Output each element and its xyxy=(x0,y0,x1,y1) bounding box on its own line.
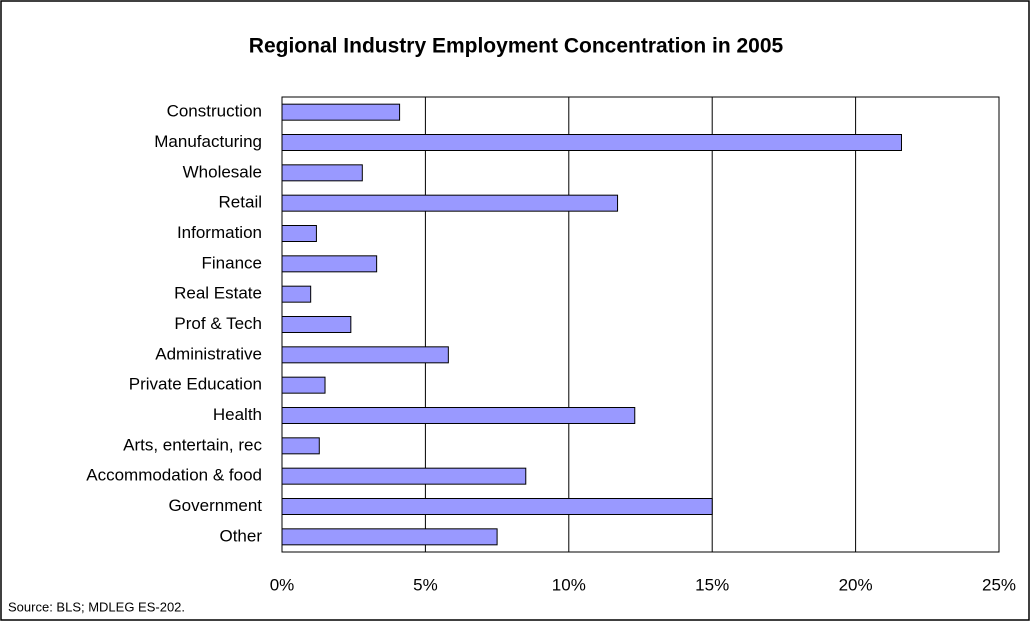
bar xyxy=(281,285,312,303)
bar xyxy=(281,134,902,151)
y-tick-label: Other xyxy=(219,526,262,545)
y-tick-label: Prof & Tech xyxy=(174,314,262,333)
bar xyxy=(281,437,320,455)
x-tick-label: 0% xyxy=(270,575,295,594)
x-tick-label: 10% xyxy=(552,575,586,594)
chart-title: Regional Industry Employment Concentrati… xyxy=(249,35,784,58)
bar xyxy=(281,467,527,485)
x-tick-label: 20% xyxy=(839,575,873,594)
plot-area: 0% 5% 10% 15% 20% 25% Construction Manufacturin… xyxy=(86,96,1016,594)
x-tick-label: 25% xyxy=(982,575,1016,594)
y-tick-label: Finance xyxy=(202,253,262,272)
y-tick-label: Real Estate xyxy=(174,284,262,303)
bar xyxy=(281,316,352,333)
y-tick-label: Administrative xyxy=(155,344,262,363)
y-tick-label: Construction xyxy=(167,102,262,121)
bar xyxy=(281,346,449,364)
y-tick-label: Arts, entertain, rec xyxy=(123,435,262,454)
y-tick-label: Retail xyxy=(219,193,262,212)
bar xyxy=(281,498,713,515)
y-tick-label: Accommodation & food xyxy=(86,466,262,485)
bar xyxy=(281,164,363,182)
source-note: Source: BLS; MDLEG ES-202. xyxy=(8,599,185,614)
x-tick-label: 15% xyxy=(695,575,729,594)
bar xyxy=(281,376,326,394)
y-tick-label: Private Education xyxy=(129,375,262,394)
bar xyxy=(281,225,317,242)
bar xyxy=(281,103,401,121)
y-tick-label: Government xyxy=(168,496,262,515)
y-tick-label: Health xyxy=(213,405,262,424)
bar xyxy=(281,407,636,424)
x-tick-label: 5% xyxy=(413,575,438,594)
bar xyxy=(281,194,619,212)
y-tick-label: Information xyxy=(177,223,262,242)
bar xyxy=(281,528,498,546)
y-tick-label: Manufacturing xyxy=(154,132,262,151)
y-tick-label: Wholesale xyxy=(183,162,262,181)
bar xyxy=(281,255,378,273)
